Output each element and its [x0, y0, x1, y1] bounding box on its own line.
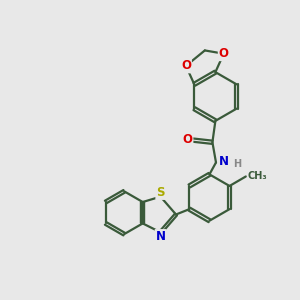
Text: N: N [155, 230, 166, 243]
Text: H: H [233, 159, 241, 169]
Text: O: O [182, 134, 193, 146]
Text: O: O [181, 59, 191, 72]
Text: N: N [219, 155, 229, 168]
Text: S: S [156, 186, 165, 199]
Text: CH₃: CH₃ [248, 172, 267, 182]
Text: O: O [219, 47, 229, 60]
